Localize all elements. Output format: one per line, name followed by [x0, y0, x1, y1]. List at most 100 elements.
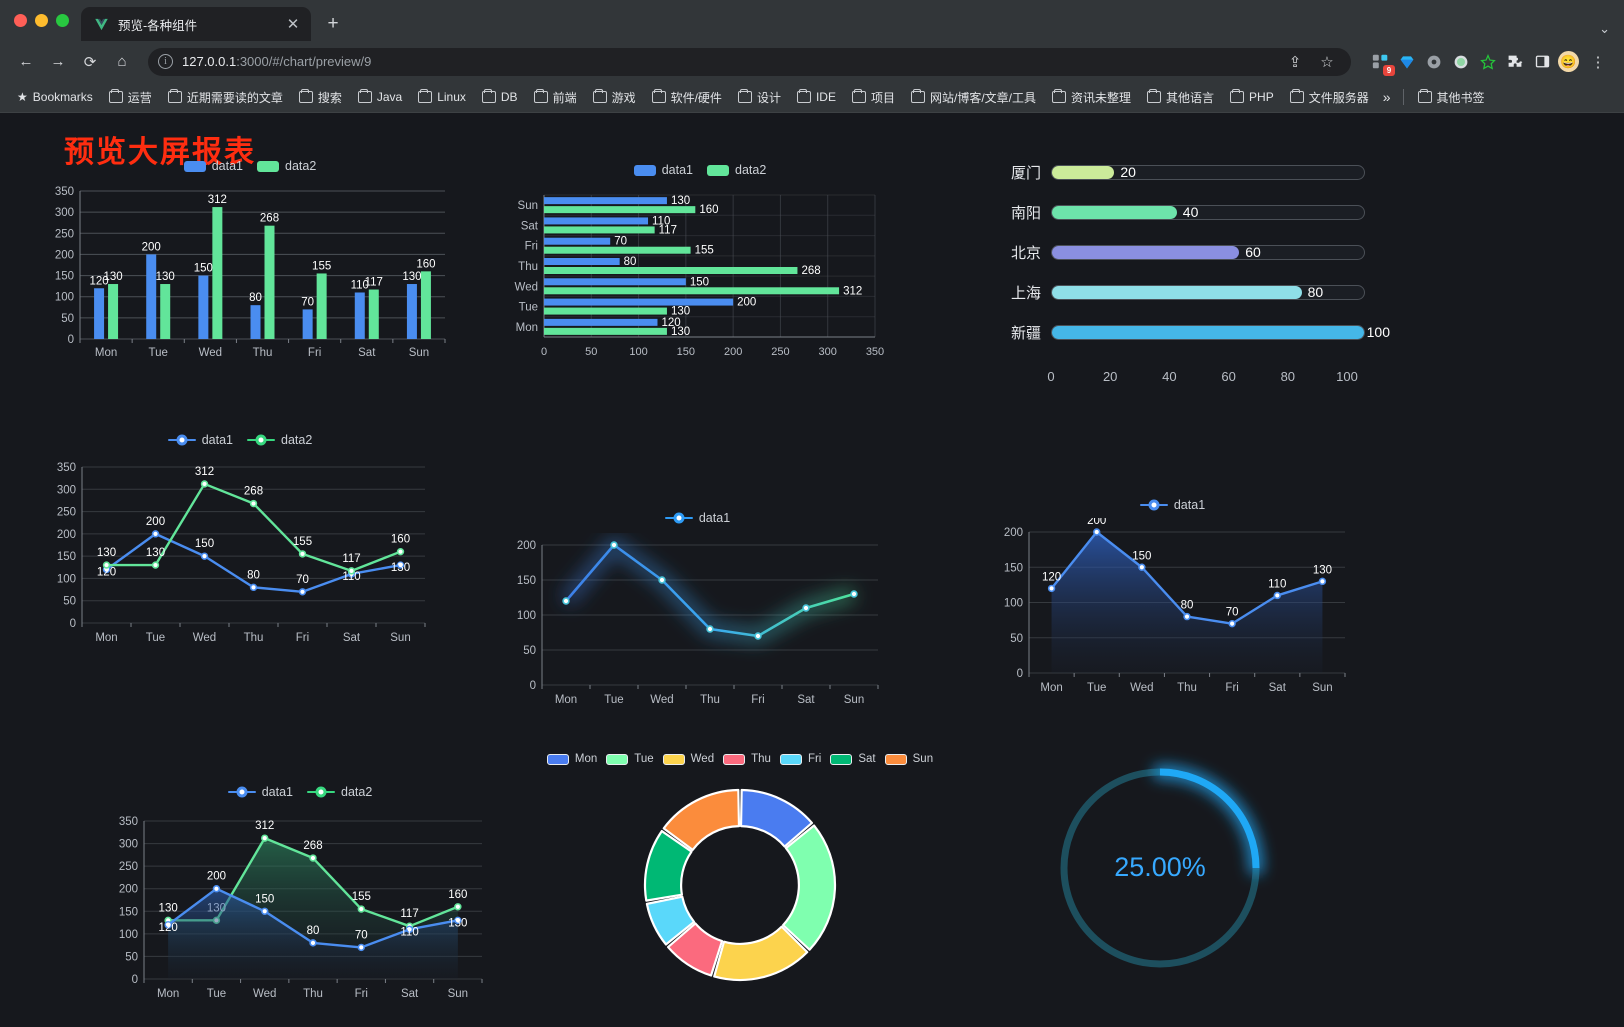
bar[interactable] [146, 254, 157, 339]
data-point[interactable] [454, 916, 462, 925]
bar[interactable] [302, 309, 313, 339]
bookmark-folder[interactable]: 软件/硬件 [645, 86, 729, 109]
data-point[interactable] [357, 905, 365, 913]
bookmark-folder[interactable]: 运营 [102, 86, 159, 109]
legend-item-data2[interactable]: data2 [307, 785, 372, 799]
bookmark-folder[interactable]: 网站/博客/文章/工具 [904, 86, 1043, 109]
bar[interactable] [108, 284, 119, 339]
data-point[interactable] [298, 588, 307, 596]
site-info-icon[interactable]: i [158, 54, 173, 69]
bookmark-folder[interactable]: IDE [790, 87, 843, 107]
bookmark-folder[interactable]: 搜索 [292, 86, 349, 109]
bookmark-folder[interactable]: 文件服务器 [1283, 86, 1376, 109]
data-point[interactable] [249, 583, 258, 592]
data-point[interactable] [405, 925, 414, 934]
legend-item-thu[interactable]: Thu [723, 753, 771, 765]
progress-track[interactable]: 100 [1051, 324, 1390, 340]
bookmark-folder[interactable]: Java [351, 87, 409, 107]
legend-item-sun[interactable]: Sun [884, 753, 933, 765]
data-point[interactable] [658, 576, 666, 584]
bookmark-folder[interactable]: 项目 [845, 86, 902, 109]
progress-track[interactable]: 20 [1051, 164, 1365, 180]
legend-item-data1[interactable]: data1 [183, 159, 243, 173]
data-point[interactable] [164, 921, 172, 929]
data-point[interactable] [1047, 584, 1056, 593]
bar[interactable] [544, 258, 620, 265]
new-tab-button[interactable]: + [327, 13, 339, 34]
extensions-grid-icon[interactable]: 9 [1369, 51, 1395, 76]
data-point[interactable] [1093, 528, 1101, 536]
bookmark-folder[interactable]: Linux [411, 87, 473, 107]
circle-icon[interactable] [1450, 51, 1472, 73]
diamond-icon[interactable] [1396, 51, 1418, 73]
bookmarks-root[interactable]: ★ Bookmarks [10, 87, 100, 107]
donut-slice[interactable] [662, 788, 741, 851]
bar[interactable] [544, 226, 655, 234]
bar[interactable] [406, 284, 417, 339]
legend-item-mon[interactable]: Mon [546, 753, 597, 765]
bar[interactable] [198, 275, 209, 339]
bar[interactable] [544, 278, 686, 286]
data-point[interactable] [706, 625, 714, 633]
bar[interactable] [544, 246, 691, 254]
bookmark-folder[interactable]: 资讯未整理 [1045, 86, 1138, 109]
bookmark-star-icon[interactable]: ☆ [1320, 53, 1334, 71]
donut-slice[interactable] [739, 788, 814, 848]
legend-item-data1[interactable]: data1 [664, 511, 730, 525]
close-tab-button[interactable]: ✕ [286, 16, 300, 33]
legend-item-tue[interactable]: Tue [606, 753, 654, 765]
other-bookmarks-folder[interactable]: 其他书签 [1411, 86, 1492, 109]
progress-track[interactable]: 40 [1051, 204, 1365, 220]
data-point[interactable] [562, 597, 570, 605]
close-window-button[interactable] [14, 14, 27, 27]
avatar[interactable]: 😄 [1558, 51, 1579, 72]
bookmark-folder[interactable]: DB [475, 87, 525, 107]
bookmark-folder[interactable]: 近期需要读的文章 [161, 86, 290, 109]
bar[interactable] [212, 207, 223, 339]
legend-item-data2[interactable]: data2 [247, 433, 312, 447]
data-point[interactable] [151, 530, 160, 538]
data-point[interactable] [1138, 563, 1146, 571]
donut-slice[interactable] [643, 829, 693, 902]
bar[interactable] [160, 284, 171, 339]
bar[interactable] [250, 305, 261, 339]
bar[interactable] [544, 307, 667, 315]
data-point[interactable] [802, 604, 810, 612]
legend-item-data2[interactable]: data2 [257, 159, 316, 173]
legend-item-fri[interactable]: Fri [779, 753, 821, 765]
bar[interactable] [354, 292, 365, 339]
sidepanel-icon[interactable] [1531, 51, 1553, 73]
bookmark-folder[interactable]: 前端 [527, 86, 584, 109]
wheel-icon[interactable] [1423, 51, 1445, 73]
legend-item-data1[interactable]: data1 [227, 785, 293, 799]
back-button[interactable]: ← [18, 53, 34, 70]
star-outline-icon[interactable] [1477, 51, 1499, 73]
data-point[interactable] [309, 854, 317, 862]
share-icon[interactable]: ⇪ [1288, 53, 1302, 71]
reload-button[interactable]: ⟳ [83, 53, 97, 71]
legend-item-data1[interactable]: data1 [1139, 498, 1205, 512]
bar[interactable] [544, 318, 658, 326]
legend-item-data2[interactable]: data2 [707, 163, 766, 177]
bar[interactable] [420, 271, 431, 339]
gauge-progress[interactable] [1159, 768, 1260, 869]
legend-item-data1[interactable]: data1 [167, 433, 233, 447]
data-point[interactable] [151, 561, 160, 569]
data-point[interactable] [261, 834, 269, 842]
data-point[interactable] [850, 590, 858, 598]
data-point[interactable] [1183, 612, 1191, 621]
bar[interactable] [316, 273, 327, 339]
maximize-window-button[interactable] [56, 14, 69, 27]
legend-item-sat[interactable]: Sat [830, 753, 876, 765]
bookmark-folder[interactable]: 游戏 [586, 86, 643, 109]
donut-slice[interactable] [666, 922, 724, 977]
address-bar[interactable]: i 127.0.0.1:3000/#/chart/preview/9 ⇪ ☆ [148, 47, 1351, 76]
progress-track[interactable]: 80 [1051, 284, 1365, 300]
bar[interactable] [544, 197, 667, 205]
bookmark-folder[interactable]: 设计 [731, 86, 788, 109]
data-point[interactable] [754, 632, 762, 640]
data-point[interactable] [610, 541, 618, 549]
donut-slice[interactable] [782, 824, 837, 951]
bar[interactable] [544, 206, 696, 214]
data-point[interactable] [249, 499, 258, 508]
